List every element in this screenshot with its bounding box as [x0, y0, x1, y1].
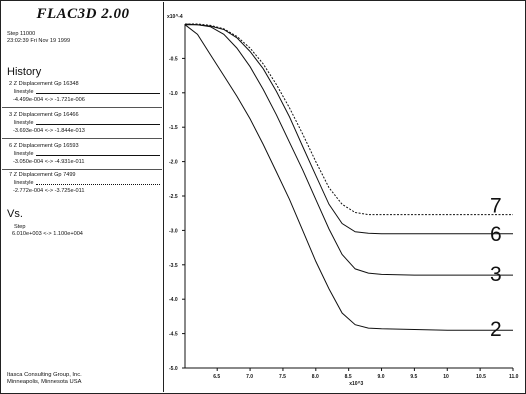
vs-label: Step [14, 224, 26, 230]
x-tick-label: 11.0 [509, 374, 519, 380]
footer-line: Itasca Consulting Group, Inc. [7, 372, 82, 378]
y-tick-label: -0.5 [169, 56, 178, 62]
y-tick-label: -1.0 [169, 91, 178, 97]
history-heading: History [7, 66, 42, 78]
series-label-6: 6 [490, 223, 502, 246]
series-line-7 [185, 23, 513, 216]
y-tick-label: -3.0 [169, 228, 178, 234]
history-name: 7 Z Displacement Gp 7499 [9, 172, 76, 178]
x-tick-label: 7.0 [246, 374, 253, 380]
chart-area: x10^-4 -0.5 -1.0 -1.5 -2.0 -2.5 -3.0 -3.5 -4.0 -4… [165, 2, 525, 392]
linestyle-swatch [36, 184, 160, 185]
history-entry: 7 Z Displacement Gp 7499 linestyle -2.77… [2, 172, 162, 208]
linestyle-swatch [36, 93, 160, 94]
history-entry: 6 Z Displacement Gp 16593 linestyle -3.0… [2, 143, 162, 179]
linestyle-label: linestyle [14, 151, 34, 157]
x-tick-label: 6.5 [213, 374, 220, 380]
x-tick-label: 8.5 [345, 374, 352, 380]
y-tick-label: -5.0 [169, 366, 178, 372]
history-name: 3 Z Displacement Gp 16466 [9, 112, 79, 118]
history-range: -4.499e-004 <-> -1.721e-006 [13, 97, 85, 103]
y-tick-label: -4.5 [169, 332, 178, 338]
vs-range: 6.010e+003 <-> 1.100e+004 [12, 231, 83, 237]
history-range: -3.050e-004 <-> -4.931e-011 [13, 159, 85, 165]
divider [2, 107, 162, 108]
history-name: 6 Z Displacement Gp 16593 [9, 143, 79, 149]
linestyle-label: linestyle [14, 89, 34, 95]
footer-line: Minneapolis, Minnesota USA [7, 379, 82, 385]
x-tick-label: 9.0 [378, 374, 385, 380]
history-range: -2.772e-004 <-> -3.725e-011 [13, 188, 85, 194]
footer-credit: Itasca Consulting Group, Inc. Minneapoli… [7, 372, 82, 386]
y-tick-label: -2.0 [169, 160, 178, 166]
series-label-2: 2 [490, 318, 502, 341]
divider [2, 169, 162, 170]
divider [2, 138, 162, 139]
x-tick-label: 9.5 [410, 374, 417, 380]
y-multiplier-label: x10^-4 [167, 14, 183, 20]
series-label-3: 3 [490, 263, 502, 286]
y-tick-label: -4.0 [169, 297, 178, 303]
step-line: Step 11000 [7, 31, 36, 37]
x-tick-label: 8.0 [312, 374, 319, 380]
x-tick-label: 10.5 [476, 374, 486, 380]
y-tick-label: -1.5 [169, 125, 178, 131]
linestyle-swatch [36, 155, 160, 156]
y-tick-label: -3.5 [169, 263, 178, 269]
history-entry: 3 Z Displacement Gp 16466 linestyle -3.6… [2, 112, 162, 148]
app-title: FLAC3D 2.00 [36, 6, 130, 22]
series-line-2 [184, 24, 513, 331]
y-tick-label: -2.5 [169, 194, 178, 200]
linestyle-label: linestyle [14, 180, 34, 186]
x-tick-label: 7.5 [279, 374, 286, 380]
history-name: 2 Z Displacement Gp 16348 [9, 81, 79, 87]
linestyle-swatch [36, 124, 160, 125]
series-line-3 [185, 24, 513, 276]
legend-panel: FLAC3D 2.00 Step 11000 23:02:39 Fri Nov … [2, 2, 164, 392]
vs-heading: Vs. [7, 208, 23, 220]
series-line-6 [184, 23, 513, 235]
x-axis-title: x10^3 [349, 381, 363, 387]
x-tick-label: 10 [443, 374, 449, 380]
series-label-7: 7 [490, 195, 502, 218]
date-line: 23:02:39 Fri Nov 19 1999 [7, 38, 71, 44]
history-entry: 2 Z Displacement Gp 16348 linestyle -4.4… [2, 81, 162, 117]
line-chart: x10^-4 -0.5 -1.0 -1.5 -2.0 -2.5 -3.0 -3.5 -4.0 -4… [167, 14, 519, 387]
history-range: -3.693e-004 <-> -1.844e-013 [13, 128, 85, 134]
linestyle-label: linestyle [14, 120, 34, 126]
